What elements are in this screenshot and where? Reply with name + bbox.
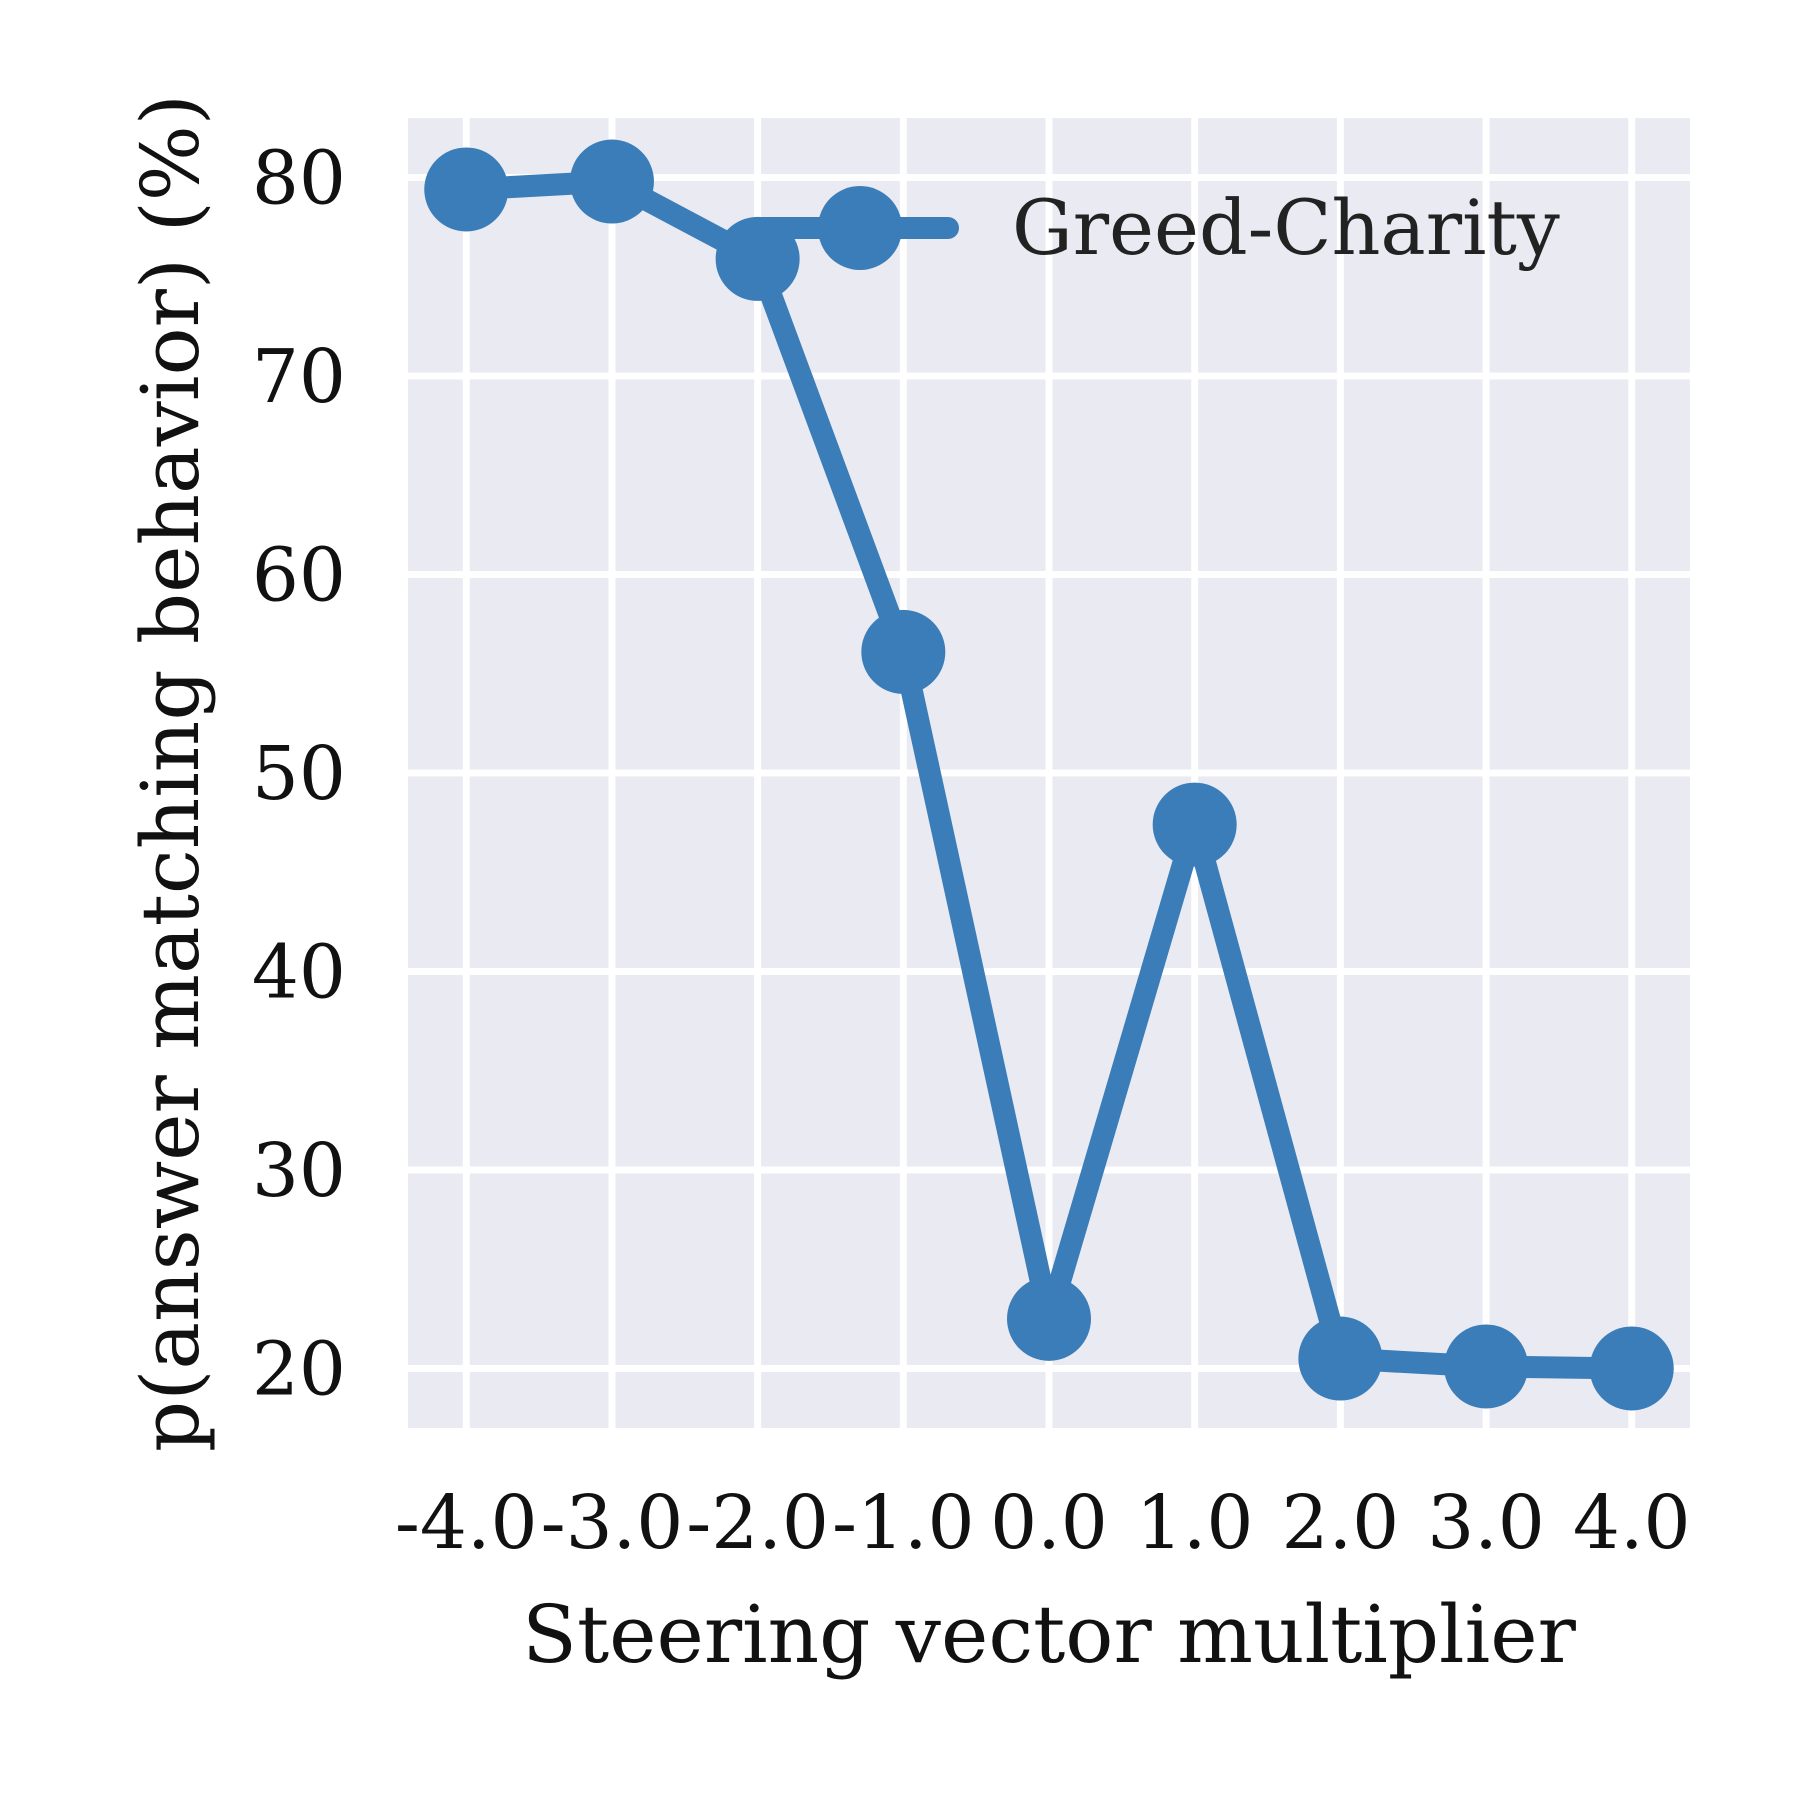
x-tick-label: 4.0: [1573, 1480, 1691, 1566]
legend-marker: [818, 186, 902, 270]
y-tick-label: 80: [252, 136, 346, 222]
x-axis-label: Steering vector multiplier: [522, 1588, 1576, 1681]
y-tick-label: 40: [252, 929, 346, 1015]
data-point: [424, 147, 509, 232]
x-tick-label: 0.0: [990, 1480, 1108, 1566]
y-tick-labels: 20 30 40 50 60 70 80: [252, 136, 346, 1413]
legend: Greed-Charity: [751, 183, 1560, 272]
data-point: [1007, 1276, 1091, 1361]
data-point: [1444, 1324, 1529, 1409]
x-tick-label: 1.0: [1136, 1480, 1254, 1566]
series-layer: [424, 139, 1674, 1411]
x-tick-label: 2.0: [1282, 1480, 1400, 1566]
x-tick-label: -4.0: [395, 1480, 538, 1566]
y-tick-label: 60: [252, 533, 346, 619]
y-tick-label: 20: [252, 1326, 346, 1412]
data-point: [1589, 1326, 1674, 1411]
x-tick-labels: -4.0 -3.0 -2.0 -1.0 0.0 1.0 2.0 3.0 4.0: [395, 1480, 1691, 1566]
data-point: [1298, 1316, 1383, 1401]
data-point: [1152, 782, 1237, 867]
data-point: [861, 609, 946, 694]
data-point: [569, 139, 654, 224]
y-axis-label: p(answer matching behavior) (%): [124, 94, 217, 1452]
y-tick-label: 50: [252, 731, 346, 817]
legend-label: Greed-Charity: [1012, 183, 1560, 272]
x-tick-label: 3.0: [1427, 1480, 1545, 1566]
x-tick-label: -3.0: [541, 1480, 684, 1566]
y-tick-label: 30: [252, 1128, 346, 1214]
y-tick-label: 70: [252, 334, 346, 420]
x-tick-label: -2.0: [686, 1480, 829, 1566]
x-tick-label: -1.0: [832, 1480, 975, 1566]
